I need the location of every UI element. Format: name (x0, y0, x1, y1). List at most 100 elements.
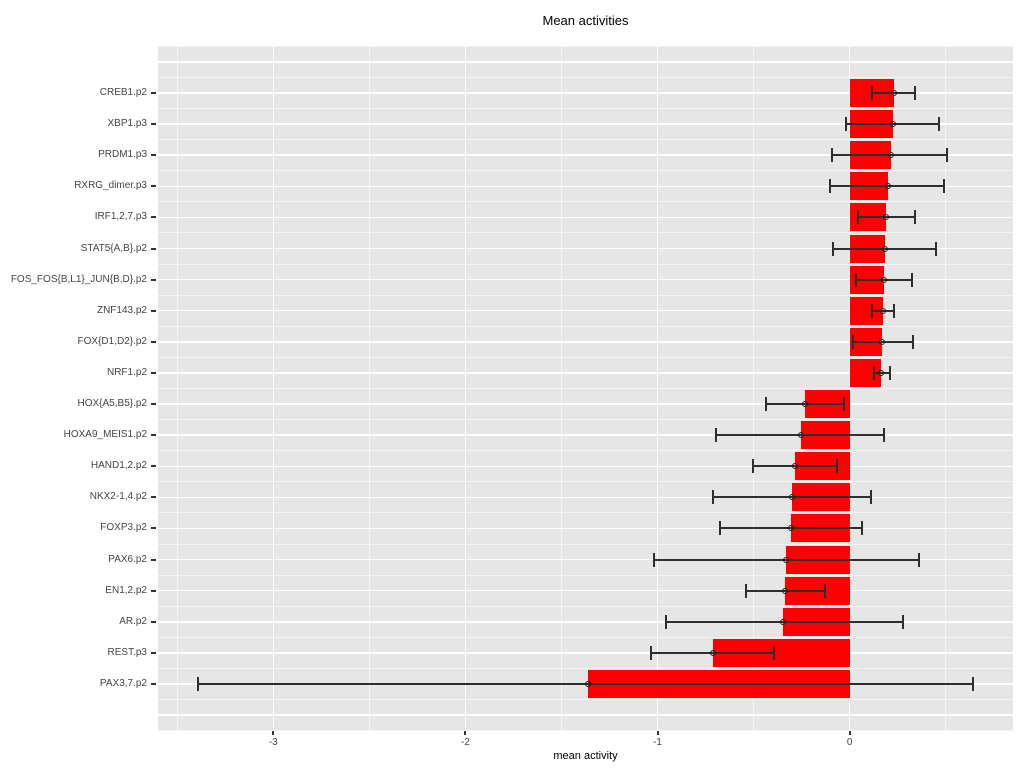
y-axis-label: FOX{D1,D2}.p2 (77, 335, 147, 347)
gridline-h-minor (158, 170, 1013, 172)
plot-panel (158, 46, 1013, 731)
gridline-h-minor (158, 201, 1013, 203)
mean-point (789, 494, 796, 501)
x-tick-label: -3 (268, 737, 278, 748)
gridline-v-major (464, 46, 467, 731)
y-axis-label: REST.p3 (107, 646, 147, 658)
y-axis-tick (151, 651, 156, 654)
gridline-h-major (158, 309, 1013, 312)
y-axis-label: PAX3,7.p2 (99, 678, 147, 689)
gridline-h-minor (158, 294, 1013, 296)
y-axis-label: XBP1.p3 (107, 118, 147, 130)
error-bar-cap (835, 459, 838, 474)
gridline-h-major (158, 92, 1013, 94)
y-axis-label: CREB1.p2 (99, 87, 147, 98)
mean-point (880, 276, 887, 283)
gridline-h-minor (158, 450, 1013, 452)
mean-point (780, 618, 787, 625)
x-tick-label: -1 (653, 737, 662, 748)
mean-point (710, 649, 717, 656)
error-bar-cap (870, 86, 873, 100)
mean-point (885, 183, 892, 190)
error-bar-cap (824, 583, 827, 598)
mean-point (801, 401, 808, 408)
y-axis-label: ZNF143.p2 (96, 304, 147, 316)
y-axis-tick (151, 683, 156, 685)
error-bar-cap (664, 614, 667, 629)
x-axis-title: mean activity (553, 750, 618, 762)
gridline-v-major (272, 46, 275, 731)
y-axis-label: IRF1,2,7.p3 (94, 211, 147, 223)
mean-point (878, 369, 885, 376)
y-axis-label: STAT5{A,B}.p2 (80, 242, 147, 254)
error-bar-cap (889, 365, 892, 380)
y-axis-tick (151, 527, 156, 530)
gridline-h-minor (158, 699, 1013, 701)
gridline-h-minor (158, 730, 1013, 731)
gridline-h-minor (158, 232, 1013, 234)
gridline-h-minor (158, 388, 1013, 389)
error-bar-cap (911, 334, 914, 349)
error-bar-cap (844, 117, 847, 132)
error-bar-cap (719, 521, 722, 536)
mean-point (887, 152, 894, 159)
mean-point (787, 525, 794, 532)
y-axis-tick (151, 465, 156, 468)
gridline-h-minor (158, 46, 1013, 47)
error-bar-cap (901, 614, 904, 629)
error-bar-cap (829, 179, 832, 194)
gridline-h-major (158, 496, 1013, 499)
gridline-h-major (158, 652, 1013, 654)
gridline-h-minor (158, 543, 1013, 545)
error-bar-cap (653, 552, 656, 567)
error-bar-cap (934, 241, 937, 256)
gridline-h-minor (158, 76, 1013, 78)
mean-point (880, 307, 887, 314)
y-axis-tick (151, 434, 156, 437)
gridline-h-major (158, 278, 1013, 281)
y-axis-label: HOX{A5,B5}.p2 (77, 398, 148, 410)
error-bar-cap (910, 272, 913, 287)
y-axis-label: FOXP3.p2 (100, 522, 147, 534)
y-axis-tick (151, 589, 156, 592)
gridline-v-minor (176, 46, 178, 731)
mean-point (879, 338, 886, 345)
gridline-h-minor (158, 636, 1013, 638)
y-axis-ticks (151, 46, 157, 731)
mean-point (791, 463, 798, 470)
y-axis-label: FOS_FOS{B,L1}_JUN{B,D}.p2 (10, 273, 147, 285)
error-bar-cap (773, 645, 776, 660)
error-bar-cap (893, 303, 896, 318)
x-axis-ticks (158, 731, 1013, 736)
mean-point (881, 245, 888, 252)
gridline-h-major (158, 714, 1013, 716)
gridline-h-major (158, 61, 1013, 63)
gridline-h-major (158, 123, 1013, 125)
error-bar-cap (851, 334, 854, 349)
x-axis-tick (272, 731, 275, 735)
error-bar-cap (914, 210, 916, 225)
gridline-h-major (158, 154, 1013, 156)
gridline-h-major (158, 247, 1013, 250)
gridline-h-minor (158, 574, 1013, 576)
error-bar-cap (842, 397, 845, 412)
gridline-h-minor (158, 139, 1013, 141)
y-axis-labels: CREB1.p2 XBP1.p3 PRDM1.p3 RXRG_dimer.p3 IRF1… (0, 46, 147, 731)
mean-point (883, 214, 890, 221)
gridline-v-minor (753, 46, 755, 731)
gridline-h-minor (158, 605, 1013, 607)
error-bar-cap (914, 86, 916, 100)
y-axis-tick (151, 309, 156, 312)
x-axis-tick (848, 731, 851, 735)
error-bar-cap (650, 645, 653, 660)
y-axis-tick (151, 371, 156, 374)
y-axis-tick (151, 154, 156, 157)
y-axis-tick (151, 247, 156, 250)
gridline-h-major (158, 527, 1013, 530)
mean-point (797, 432, 804, 439)
gridline-h-minor (158, 419, 1013, 421)
y-axis-tick (151, 558, 156, 561)
x-tick-label: 0 (846, 737, 853, 748)
y-axis-label: HAND1,2.p2 (90, 460, 147, 472)
